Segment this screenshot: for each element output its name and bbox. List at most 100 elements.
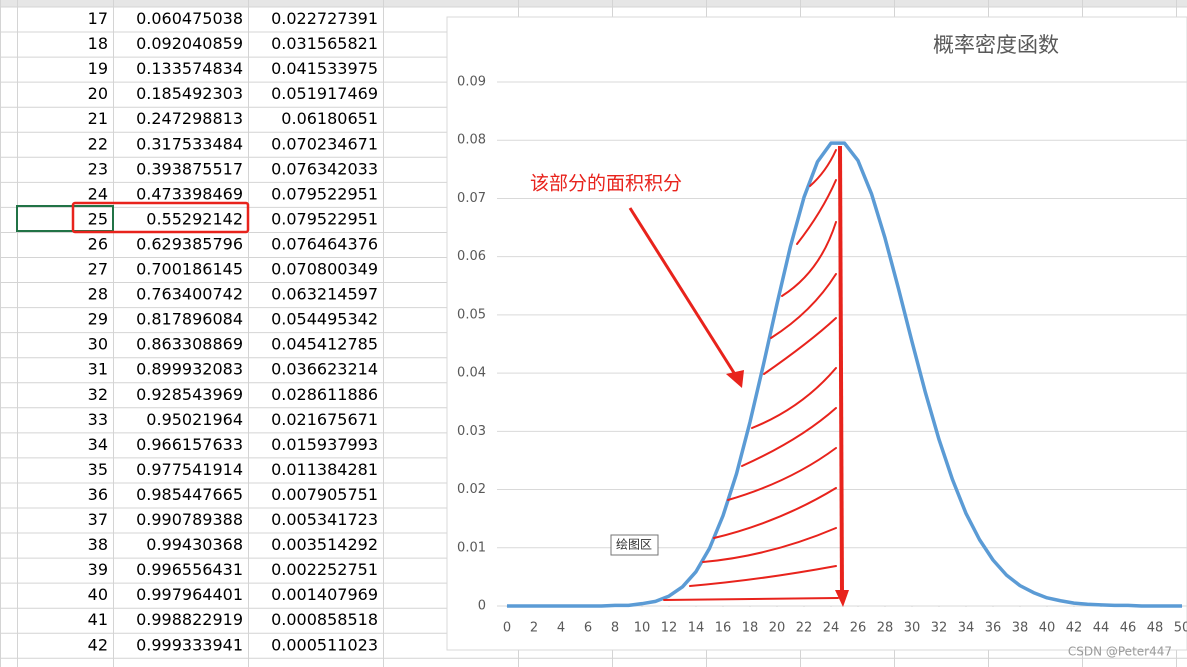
x-tick-label: 8 (611, 621, 619, 636)
cell: 21 (88, 109, 108, 128)
cell: 0.629385796 (136, 234, 243, 253)
x-tick-label: 22 (796, 621, 813, 636)
cell: 39 (88, 560, 108, 579)
x-tick-label: 30 (904, 621, 921, 636)
cell: 26 (88, 234, 108, 253)
cell: 0.899932083 (136, 360, 243, 379)
hatch (689, 565, 837, 587)
tooltip: 绘图区 (616, 537, 652, 552)
y-tick-label: 0.08 (457, 133, 486, 148)
cell: 0.015937993 (271, 435, 378, 454)
cell: 0.763400742 (136, 285, 243, 304)
cell: 27 (88, 260, 108, 279)
hatch (727, 447, 837, 501)
cell: 22 (88, 134, 108, 153)
cell: 0.051917469 (271, 84, 378, 103)
x-tick-label: 18 (742, 621, 759, 636)
y-tick-label: 0.02 (457, 482, 486, 497)
cell: 0.95021964 (146, 410, 243, 429)
cell: 0.021675671 (271, 410, 378, 429)
arrow-head (835, 590, 849, 607)
x-tick-label: 28 (877, 621, 894, 636)
cell: 0.985447665 (136, 485, 243, 504)
cell: 30 (88, 335, 108, 354)
pdf-line (507, 141, 1182, 608)
annotation: 该部分的面积积分 (530, 173, 682, 195)
cell: 0.036623214 (271, 360, 378, 379)
y-tick-label: 0.05 (457, 307, 486, 322)
cell: 0.070234671 (271, 134, 378, 153)
cell: 0.473398469 (136, 184, 243, 203)
highlight-box (71, 201, 250, 234)
x-tick-label: 36 (985, 621, 1002, 636)
x-tick-label: 14 (688, 621, 705, 636)
x-tick-label: 38 (1012, 621, 1029, 636)
cell: 0.045412785 (271, 335, 378, 354)
chart: 概率密度函数 0 0.01 0.02 0.03 0.04 0.05 0.06 0.07 0.08… (457, 33, 1187, 636)
cell: 0.999333941 (136, 635, 243, 654)
y-tick-label: 0.06 (457, 249, 486, 264)
cell: 0.002252751 (271, 560, 378, 579)
x-tick-label: 46 (1120, 621, 1137, 636)
column-header-strip (0, 0, 1187, 7)
cell: 0.028611886 (271, 385, 378, 404)
y-tick-label: 0.01 (457, 540, 486, 555)
cell: 42 (88, 635, 108, 654)
cell: 0.005341723 (271, 510, 378, 529)
cell: 35 (88, 460, 108, 479)
cell: 0.06180651 (281, 109, 378, 128)
cell: 0.55292142 (146, 209, 243, 228)
cell: 0.031565821 (271, 34, 378, 53)
watermark: CSDN @Peter447 (1068, 645, 1172, 659)
y-tick-label: 0.07 (457, 191, 486, 206)
cell: 0.990789388 (136, 510, 243, 529)
cell: 0.063214597 (271, 285, 378, 304)
hatch (796, 179, 837, 245)
arrow-head (726, 370, 744, 388)
cell: 18 (88, 34, 108, 53)
cell: 0.817896084 (136, 310, 243, 329)
cell: 0.011384281 (271, 460, 378, 479)
y-tick-label: 0.03 (457, 424, 486, 439)
cell: 0.054495342 (271, 310, 378, 329)
cell: 0.000858518 (271, 610, 378, 629)
cell: 0.133574834 (136, 59, 243, 78)
hatch (741, 407, 837, 467)
cell: 0.076464376 (271, 234, 378, 253)
x-tick-label: 32 (931, 621, 948, 636)
hatch (663, 597, 839, 601)
cell: 40 (88, 585, 108, 604)
y-tick-label: 0 (478, 599, 486, 614)
cell: 0.977541914 (136, 460, 243, 479)
tooltip-box (610, 534, 659, 556)
active-cell[interactable] (16, 205, 114, 232)
hatch (751, 367, 837, 429)
cell: 0.996556431 (136, 560, 243, 579)
y-tick-label: 0.09 (457, 75, 486, 90)
x-tick-label: 16 (715, 621, 732, 636)
chart-title: 概率密度函数 (933, 33, 1059, 57)
cell: 0.003514292 (271, 535, 378, 554)
cell: 32 (88, 385, 108, 404)
x-tick-label: 4 (557, 621, 565, 636)
cell: 0.997964401 (136, 585, 243, 604)
x-tick-label: 40 (1039, 621, 1056, 636)
x-tick-label: 50 (1174, 621, 1187, 636)
x-tick-label: 12 (661, 621, 678, 636)
x-tick-label: 10 (634, 621, 651, 636)
hand-drawn-hatching (663, 149, 839, 601)
cell: 0.079522951 (271, 184, 378, 203)
integral-bound-arrow (838, 145, 844, 597)
x-tick-label: 48 (1147, 621, 1164, 636)
x-tick-label: 24 (823, 621, 840, 636)
cell: 0.928543969 (136, 385, 243, 404)
cell: 20 (88, 84, 108, 103)
cell: 0.998822919 (136, 610, 243, 629)
cell: 41 (88, 610, 108, 629)
cell: 34 (88, 435, 108, 454)
cell: 24 (88, 184, 108, 203)
x-tick-label: 2 (530, 621, 538, 636)
cell: 0.700186145 (136, 260, 243, 279)
